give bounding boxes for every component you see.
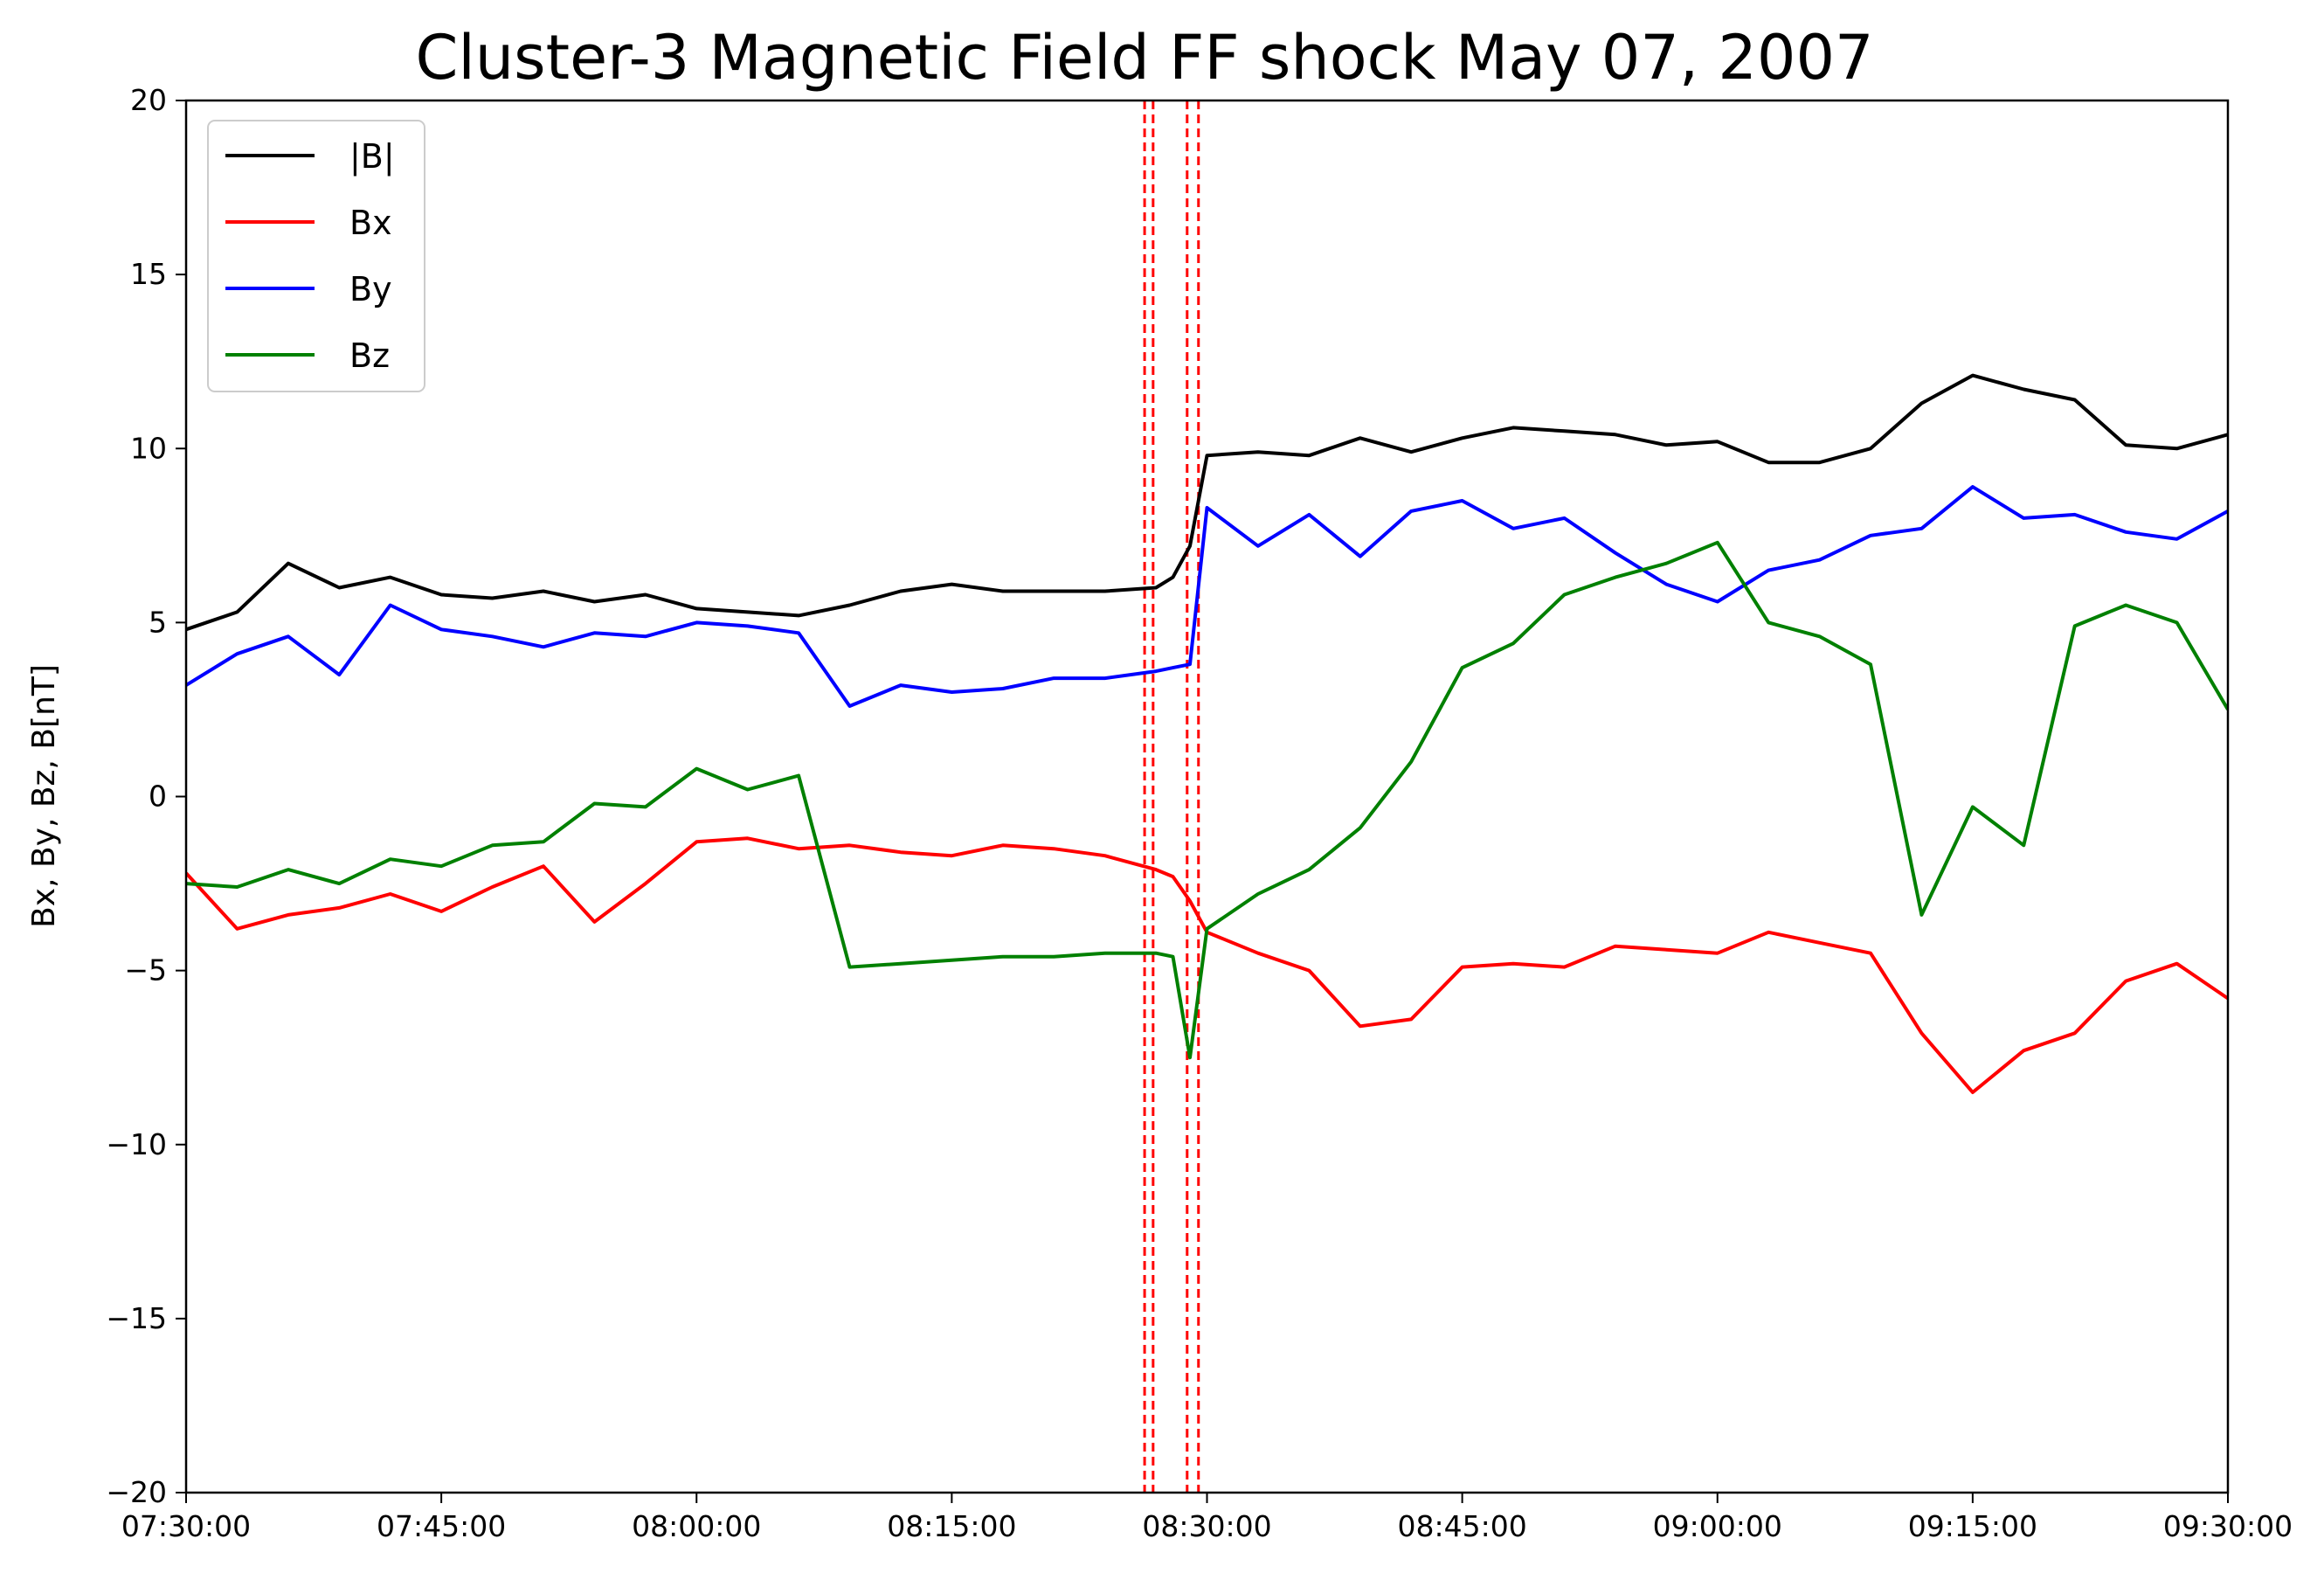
x-tick-label: 09:00:00: [1653, 1509, 1782, 1543]
chart-title: Cluster-3 Magnetic Field FF shock May 07…: [415, 22, 1873, 94]
legend: |B| Bx By Bz: [207, 120, 425, 392]
x-tick-label: 07:45:00: [377, 1509, 506, 1543]
y-tick-label: −5: [124, 953, 167, 987]
x-tick-label: 07:30:00: [121, 1509, 251, 1543]
x-tick-label: 09:30:00: [2163, 1509, 2293, 1543]
x-tick-label: 09:15:00: [1908, 1509, 2037, 1543]
x-tick-label: 08:00:00: [632, 1509, 761, 1543]
x-tick-label: 08:45:00: [1398, 1509, 1527, 1543]
legend-label-By: By: [349, 270, 392, 308]
x-tick-label: 08:15:00: [887, 1509, 1016, 1543]
y-axis: −20 −15 −10 −5 0 5 10 15 20: [106, 83, 186, 1509]
y-tick-label: 15: [130, 257, 167, 291]
x-tick-label: 08:30:00: [1142, 1509, 1271, 1543]
legend-label-Bz: Bz: [349, 336, 390, 375]
y-tick-label: 5: [149, 605, 167, 639]
series-lines: [186, 373, 2228, 1094]
y-tick-label: 10: [130, 431, 167, 465]
y-axis-label: Bx, By, Bz, B[nT]: [26, 664, 62, 928]
series-line-By: [186, 485, 2228, 708]
y-tick-label: 20: [130, 83, 167, 117]
legend-box: [207, 120, 425, 392]
series-line-Bz: [186, 540, 2228, 1060]
legend-label-Bx: Bx: [349, 204, 392, 242]
y-tick-label: −15: [106, 1301, 167, 1335]
y-tick-label: 0: [149, 780, 167, 814]
shock-marker-lines: [1143, 100, 1200, 1493]
series-line-B: [186, 373, 2228, 632]
x-axis: 07:30:00 07:45:00 08:00:00 08:15:00 08:30:00…: [121, 1493, 2293, 1543]
series-line-Bx: [186, 836, 2228, 1094]
legend-label-B: |B|: [349, 137, 395, 177]
y-tick-label: −10: [106, 1127, 167, 1161]
y-tick-label: −20: [106, 1475, 167, 1509]
